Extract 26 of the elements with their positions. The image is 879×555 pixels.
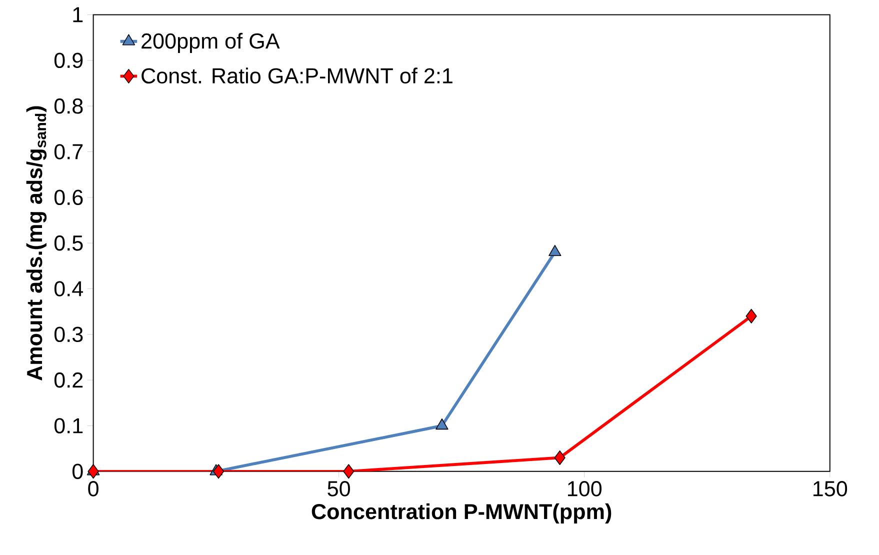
y-tick-label: 1 [73, 7, 83, 22]
point [746, 308, 757, 324]
y-tick-label: 0.9 [54, 52, 83, 68]
x-tick-label: 0 [88, 481, 98, 496]
y-tick-label: 0.6 [54, 190, 83, 206]
legend-label: 200ppm of GA [142, 32, 280, 54]
point [212, 464, 224, 479]
x-tick-label: 100 [568, 481, 602, 496]
point [343, 464, 354, 479]
y-axis-title: Amount ads.(mg ads/g$_{sand}$) [26, 106, 47, 381]
y-tick-label: 0 [72, 464, 83, 480]
point [548, 244, 562, 256]
x-axis-title: Concentration P-MWNT(ppm) [312, 503, 612, 524]
x-tick-label: 50 [328, 481, 350, 496]
y-tick-label: 0.5 [54, 235, 83, 251]
legend-label: Const. Ratio GA:P-MWNT of 2:1 [142, 68, 452, 84]
y-tick-label: 0.3 [54, 326, 83, 342]
y-tick-label: 0.8 [54, 98, 83, 114]
point [88, 464, 99, 479]
y-tick-label: 0.7 [54, 144, 83, 160]
point [554, 450, 566, 466]
x-tick-label: 150 [814, 481, 848, 496]
point [436, 418, 448, 430]
y-tick-label: 0.1 [54, 418, 83, 434]
y-tick-label: 0.2 [54, 372, 83, 388]
y-tick-label: 0.4 [54, 281, 84, 296]
